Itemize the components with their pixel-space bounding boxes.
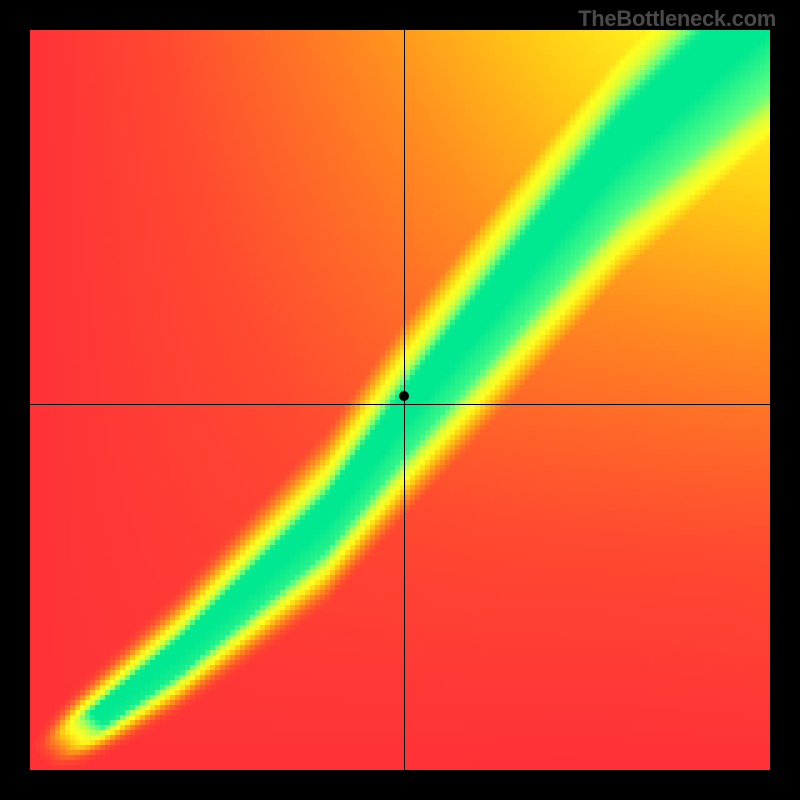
watermark-text: TheBottleneck.com (578, 6, 776, 32)
crosshair-horizontal (30, 404, 770, 405)
plot-area (30, 30, 770, 770)
marker-dot (399, 391, 409, 401)
